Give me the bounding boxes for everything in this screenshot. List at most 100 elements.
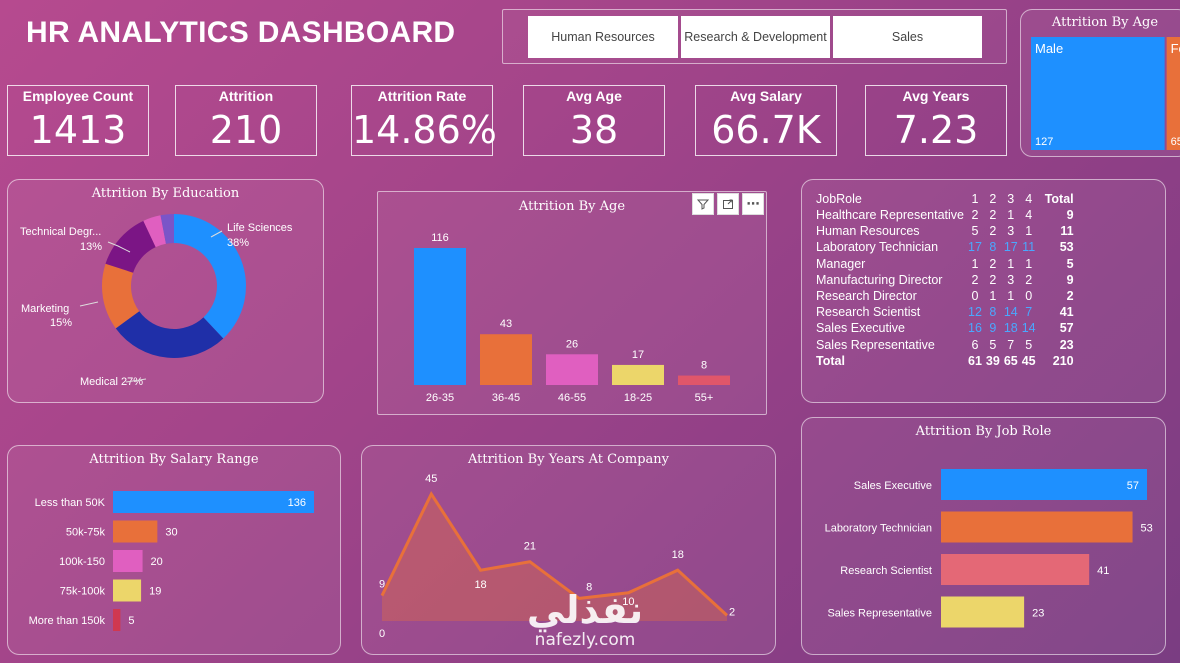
kpi-employee-count: Employee Count 1413 [7, 85, 149, 156]
data-label: 18 [474, 579, 486, 591]
column-header[interactable]: Total [1044, 191, 1074, 206]
row-total: 5 [1066, 256, 1074, 271]
watermark-logo: نفذلي nafezly.com [515, 590, 655, 650]
bar-sales-representative [941, 596, 1025, 628]
column-header[interactable]: 3 [1007, 191, 1015, 206]
total-cell: 210 [1052, 353, 1074, 368]
kpi-value: 7.23 [893, 108, 979, 152]
filter-icon[interactable] [692, 193, 714, 215]
jobrole-matrix: JobRole 1 2 3 4 Total Healthcare Represe… [816, 190, 1082, 369]
page-title: HR ANALYTICS DASHBOARD [26, 16, 456, 49]
leader-line [210, 230, 223, 238]
kpi-value: 38 [569, 108, 619, 152]
panel-title: Attrition By Age [518, 199, 626, 214]
matrix-header-row: JobRole 1 2 3 4 Total [816, 190, 1082, 207]
attrition-by-salary-panel: Attrition By Salary Range Less than 50K 1… [7, 445, 341, 655]
total-cell: 65 [1003, 353, 1018, 368]
data-label: 2 [729, 606, 735, 618]
table-cell: 14 [1003, 305, 1018, 320]
bar-sales-executive [941, 469, 1147, 500]
years-area-chart: 9 45 18 21 8 10 18 2 0 [379, 473, 735, 640]
table-cell: 11 [1022, 240, 1036, 255]
row-label: Manager [816, 256, 866, 271]
table-row[interactable]: Sales Executive 16 9 18 14 57 [816, 320, 1082, 336]
bar-100k-150 [113, 550, 143, 572]
table-row[interactable]: Human Resources 5 2 3 1 11 [816, 223, 1082, 239]
table-row[interactable]: Healthcare Representative 2 2 1 4 9 [816, 207, 1082, 223]
row-label: Manufacturing Director [816, 272, 943, 287]
kpi-avg-years: Avg Years 7.23 [865, 85, 1007, 156]
bar-less-than-50k [113, 491, 314, 513]
table-row[interactable]: Manager 1 2 1 1 5 [816, 256, 1082, 272]
table-row[interactable]: Laboratory Technician 17 8 17 11 53 [816, 239, 1082, 255]
row-label: Sales Representative [816, 337, 935, 352]
kpi-label: Avg Salary [730, 88, 802, 104]
salary-bar-chart: Less than 50K 136 50k-75k 30 100k-150 20 75k-1… [29, 491, 314, 631]
panel-title: Attrition By Salary Range [89, 452, 259, 467]
column-header[interactable]: 2 [989, 191, 997, 206]
column-header[interactable]: JobRole [816, 191, 862, 206]
slicer-option-human-resources[interactable]: Human Resources [528, 16, 678, 58]
treemap-tile-female [1166, 37, 1180, 150]
data-label: 8 [586, 581, 592, 593]
row-total: 53 [1059, 240, 1074, 255]
table-cell: 2 [1025, 272, 1033, 287]
table-cell: 4 [1025, 208, 1033, 223]
table-row[interactable]: Research Scientist 12 8 14 7 41 [816, 304, 1082, 320]
panel-title: Attrition By Age [1051, 15, 1159, 30]
axis-baseline-label: 0 [379, 628, 385, 640]
focus-mode-icon[interactable] [717, 193, 739, 215]
data-label: 5 [128, 615, 134, 627]
more-options-icon[interactable]: ⋯ [742, 193, 764, 215]
table-cell: 1 [1025, 224, 1033, 239]
donut-slice [115, 311, 224, 358]
table-cell: 2 [989, 224, 997, 239]
bar-75k-100k [113, 579, 142, 602]
donut-slice [105, 220, 156, 273]
kpi-value: 1413 [29, 108, 127, 152]
row-total: 23 [1059, 337, 1074, 352]
total-cell: 45 [1021, 353, 1036, 368]
treemap-value: 65 [1171, 136, 1180, 148]
education-donut-chart: Life Sciences 38% Medical 27% Marketing 15% T… [20, 214, 293, 388]
table-cell: 8 [989, 240, 997, 255]
attrition-by-education-panel: Attrition By Education Life Sciences 38% M… [7, 179, 324, 403]
tick-label: Sales Representative [827, 608, 932, 620]
total-cell: 61 [968, 353, 982, 368]
attrition-by-gender-panel: Attrition By Age Male 127 Female 65 [1020, 9, 1180, 157]
tick-label: 18-25 [624, 392, 652, 404]
donut-slice [102, 263, 140, 329]
table-cell: 2 [971, 208, 979, 223]
table-row[interactable]: Sales Representative 6 5 7 5 23 [816, 337, 1082, 353]
treemap-value: 127 [1035, 136, 1053, 148]
column-header[interactable]: 1 [971, 191, 979, 206]
data-label: 17 [632, 349, 644, 361]
bar-18-25 [612, 364, 664, 385]
table-cell: 1 [971, 256, 979, 271]
row-label: Human Resources [816, 224, 920, 239]
table-row[interactable]: Research Director 0 1 1 0 2 [816, 288, 1082, 304]
watermark-latin: nafezly.com [534, 630, 636, 650]
column-header[interactable]: 4 [1025, 191, 1033, 206]
table-cell: 1 [1007, 256, 1015, 271]
gender-treemap: Male 127 Female 65 [1031, 37, 1180, 150]
table-cell: 1 [1007, 289, 1015, 304]
table-cell: 17 [1003, 240, 1018, 255]
attrition-by-jobrole-panel: Attrition By Job Role Sales Executive 57 L… [801, 417, 1166, 655]
tick-label: Less than 50K [35, 497, 106, 509]
table-cell: 7 [1007, 337, 1015, 352]
slicer-option-research-development[interactable]: Research & Development [681, 16, 830, 58]
data-label: 21 [524, 541, 536, 553]
table-row[interactable]: Manufacturing Director 2 2 3 2 9 [816, 272, 1082, 288]
donut-slice [160, 214, 174, 244]
slicer-option-sales[interactable]: Sales [833, 16, 982, 58]
data-label: 136 [288, 497, 306, 509]
kpi-attrition-rate: Attrition Rate 14.86% [351, 85, 497, 156]
leader-line [107, 241, 131, 253]
bar-laboratory-technician [941, 511, 1133, 543]
table-cell: 2 [989, 272, 997, 287]
data-label: 116 [431, 232, 449, 244]
table-cell: 2 [989, 208, 997, 223]
tick-label: Sales Executive [854, 480, 932, 492]
data-label: 45 [425, 473, 437, 485]
